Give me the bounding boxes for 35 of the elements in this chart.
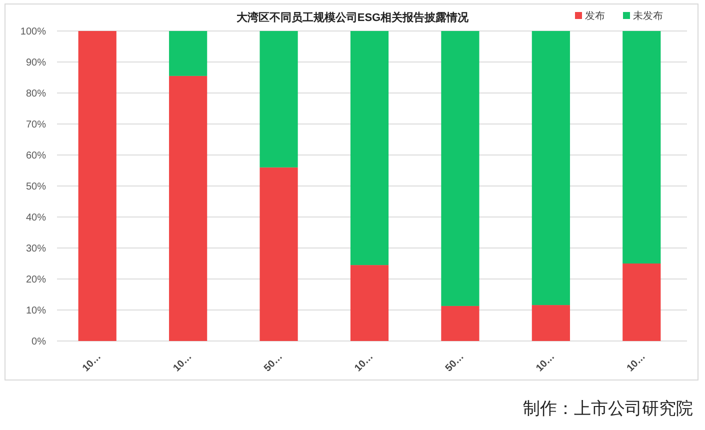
y-tick-label: 80%	[26, 88, 46, 100]
chart-title: 大湾区不同员工规模公司ESG相关报告披露情况	[236, 11, 470, 24]
y-tick-label: 30%	[26, 244, 46, 254]
y-tick-label: 90%	[26, 58, 46, 68]
y-tick-label: 40%	[26, 212, 46, 224]
bar	[350, 265, 389, 341]
bar	[532, 305, 570, 341]
bar	[622, 31, 661, 264]
bar	[169, 31, 208, 76]
bar	[622, 264, 661, 341]
text: 制作：上市公司研究院	[523, 399, 693, 418]
x-tick-label: 10…	[80, 351, 104, 374]
x-tick-label: 10…	[625, 351, 648, 374]
y-tick-label: 50%	[26, 182, 46, 192]
bar	[260, 31, 298, 168]
legend-label: 未发布	[633, 10, 663, 22]
bar	[169, 76, 208, 341]
x-tick-label: 10…	[171, 351, 194, 374]
legend-label: 发布	[585, 10, 605, 22]
x-tick-label: 10…	[534, 351, 558, 374]
y-tick-label: 20%	[26, 274, 46, 286]
bar	[350, 31, 389, 266]
y-tick-label: 70%	[26, 120, 46, 130]
y-tick-label: 100%	[20, 26, 46, 38]
bar	[441, 306, 480, 341]
bar	[260, 167, 298, 341]
x-tick-label: 50…	[262, 351, 285, 374]
y-tick-label: 10%	[26, 306, 46, 316]
x-tick-label: 50…	[444, 351, 466, 374]
y-tick-label: 60%	[26, 150, 46, 162]
x-tick-label: 10…	[352, 351, 376, 374]
bar	[532, 31, 570, 306]
bar	[441, 31, 480, 306]
y-tick-label: 0%	[32, 336, 46, 348]
bar	[78, 31, 116, 341]
